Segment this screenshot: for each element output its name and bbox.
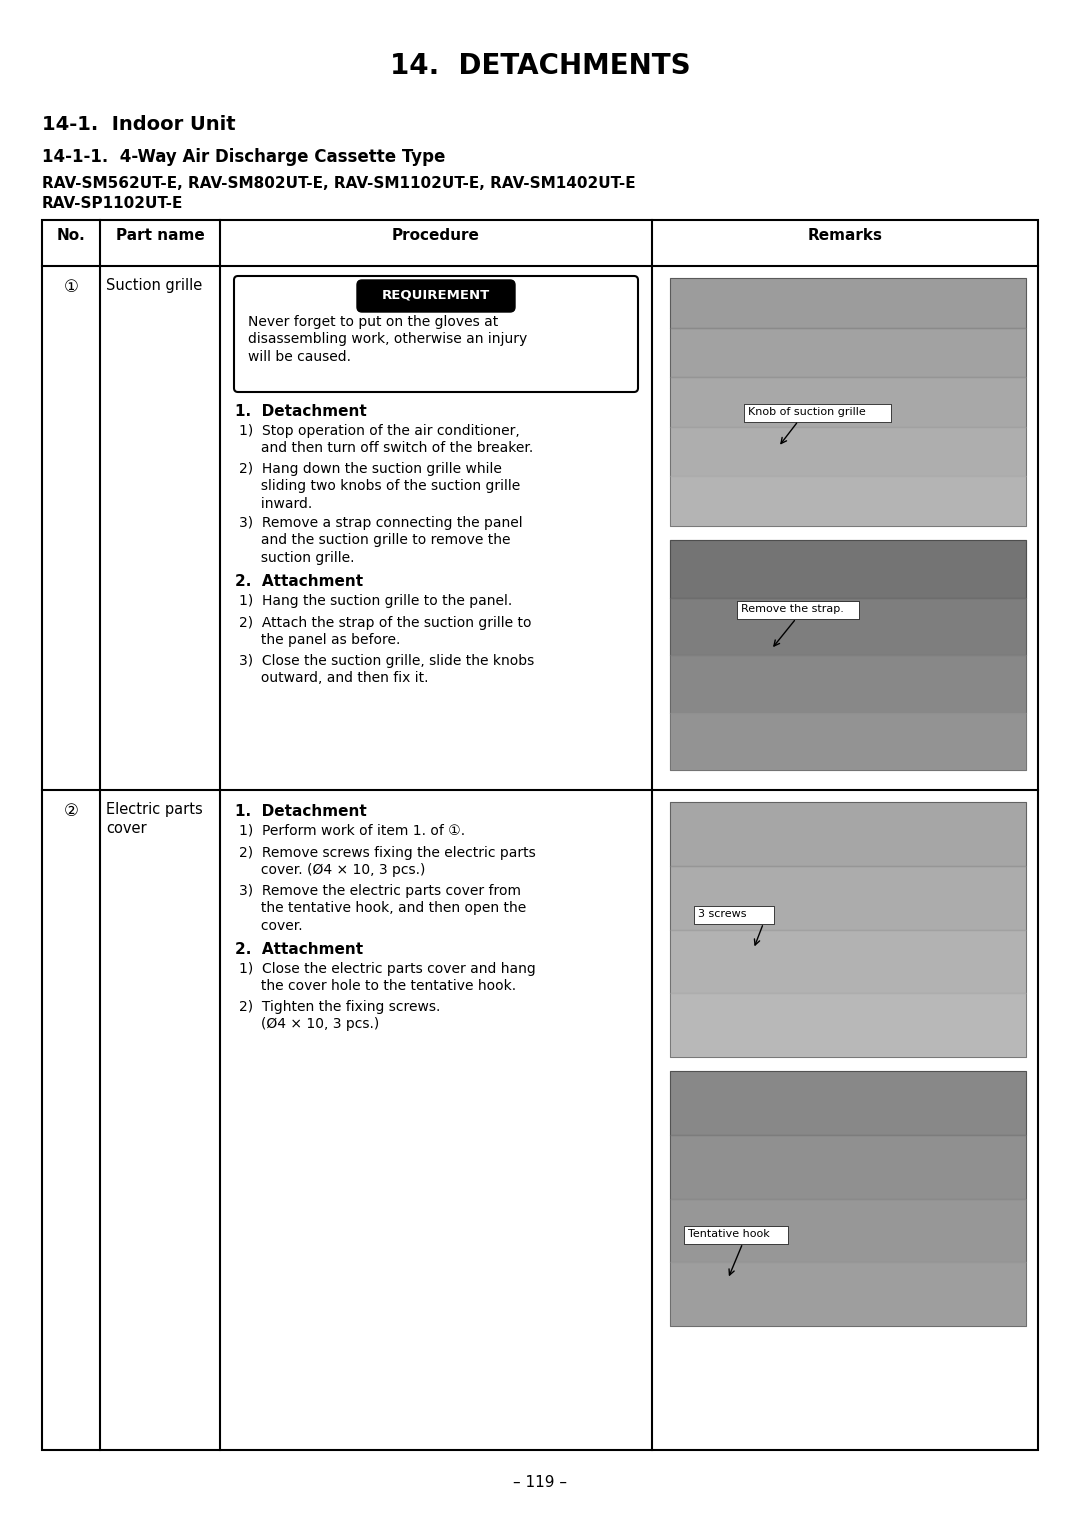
Text: 2.  Attachment: 2. Attachment xyxy=(235,573,363,589)
Bar xyxy=(42,220,1038,1450)
Text: Suction grille: Suction grille xyxy=(106,278,202,293)
Text: 1)  Hang the suction grille to the panel.: 1) Hang the suction grille to the panel. xyxy=(239,595,512,608)
Text: Electric parts
cover: Electric parts cover xyxy=(106,802,203,836)
Text: Remove the strap.: Remove the strap. xyxy=(741,604,845,615)
Text: 2)  Attach the strap of the suction grille to
     the panel as before.: 2) Attach the strap of the suction grill… xyxy=(239,616,531,647)
Text: 1.  Detachment: 1. Detachment xyxy=(235,804,367,819)
FancyBboxPatch shape xyxy=(694,906,774,924)
FancyBboxPatch shape xyxy=(684,1226,787,1244)
Text: 1)  Stop operation of the air conditioner,
     and then turn off switch of the : 1) Stop operation of the air conditioner… xyxy=(239,424,534,456)
Text: 14-1.  Indoor Unit: 14-1. Indoor Unit xyxy=(42,114,235,134)
Text: 3)  Remove the electric parts cover from
     the tentative hook, and then open : 3) Remove the electric parts cover from … xyxy=(239,884,526,933)
Text: Tentative hook: Tentative hook xyxy=(688,1229,770,1240)
Text: RAV-SP1102UT-E: RAV-SP1102UT-E xyxy=(42,197,184,210)
Text: Remarks: Remarks xyxy=(808,229,882,242)
Text: – 119 –: – 119 – xyxy=(513,1475,567,1490)
Text: 2)  Remove screws fixing the electric parts
     cover. (Ø4 × 10, 3 pcs.): 2) Remove screws fixing the electric par… xyxy=(239,846,536,877)
Text: 2)  Hang down the suction grille while
     sliding two knobs of the suction gri: 2) Hang down the suction grille while sl… xyxy=(239,462,521,511)
Text: 3)  Remove a strap connecting the panel
     and the suction grille to remove th: 3) Remove a strap connecting the panel a… xyxy=(239,515,523,564)
Text: 2.  Attachment: 2. Attachment xyxy=(235,942,363,958)
Text: 14-1-1.  4-Way Air Discharge Cassette Type: 14-1-1. 4-Way Air Discharge Cassette Typ… xyxy=(42,148,445,166)
FancyBboxPatch shape xyxy=(357,281,515,313)
Text: 1)  Perform work of item 1. of ①.: 1) Perform work of item 1. of ①. xyxy=(239,824,465,839)
Bar xyxy=(670,278,1026,526)
Text: Part name: Part name xyxy=(116,229,204,242)
Text: 1.  Detachment: 1. Detachment xyxy=(235,404,367,419)
FancyBboxPatch shape xyxy=(738,601,860,619)
Text: Never forget to put on the gloves at
disassembling work, otherwise an injury
wil: Never forget to put on the gloves at dis… xyxy=(248,316,527,363)
Text: 1)  Close the electric parts cover and hang
     the cover hole to the tentative: 1) Close the electric parts cover and ha… xyxy=(239,962,536,993)
Bar xyxy=(670,540,1026,770)
Text: 3 screws: 3 screws xyxy=(699,909,747,920)
Text: ②: ② xyxy=(64,802,79,820)
FancyBboxPatch shape xyxy=(234,276,638,392)
Text: RAV-SM562UT-E, RAV-SM802UT-E, RAV-SM1102UT-E, RAV-SM1402UT-E: RAV-SM562UT-E, RAV-SM802UT-E, RAV-SM1102… xyxy=(42,175,636,191)
Bar xyxy=(670,1071,1026,1327)
Text: No.: No. xyxy=(56,229,85,242)
Text: ①: ① xyxy=(64,278,79,296)
Text: REQUIREMENT: REQUIREMENT xyxy=(382,288,490,300)
Text: Knob of suction grille: Knob of suction grille xyxy=(748,407,866,416)
Text: 14.  DETACHMENTS: 14. DETACHMENTS xyxy=(390,52,690,79)
Text: 3)  Close the suction grille, slide the knobs
     outward, and then fix it.: 3) Close the suction grille, slide the k… xyxy=(239,654,535,685)
FancyBboxPatch shape xyxy=(744,404,891,422)
Text: 2)  Tighten the fixing screws.
     (Ø4 × 10, 3 pcs.): 2) Tighten the fixing screws. (Ø4 × 10, … xyxy=(239,1000,441,1031)
Bar xyxy=(670,802,1026,1057)
Text: Procedure: Procedure xyxy=(392,229,480,242)
